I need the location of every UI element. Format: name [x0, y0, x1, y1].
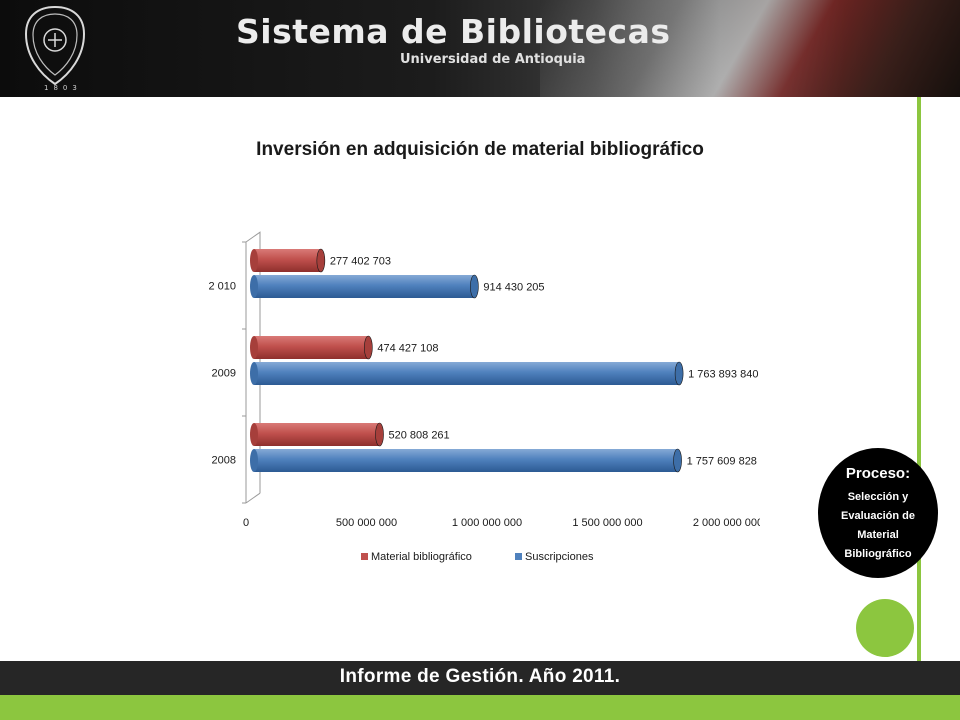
- bar-suscripciones: [254, 449, 678, 472]
- banner-photo: [540, 0, 960, 97]
- banner-title: Sistema de Bibliotecas: [236, 12, 671, 51]
- legend-swatch: [515, 553, 522, 560]
- process-line-3: Material: [857, 529, 899, 541]
- bar-data-label: 1 763 893 840: [688, 369, 758, 381]
- bar-chart: 0 500 000 000 1 000 000 000 1 500 000 000 2 …: [208, 231, 760, 563]
- bar-material: [254, 423, 380, 446]
- bar-material: [254, 336, 369, 359]
- bar-data-label: 914 430 205: [483, 282, 544, 294]
- process-line-4: Bibliográfico: [844, 548, 912, 560]
- x-tick-label: 1 500 000 000: [572, 517, 642, 529]
- bar-data-label: 277 402 703: [330, 256, 391, 268]
- legend-label: Material bibliográfico: [371, 551, 472, 563]
- bar-data-label: 474 427 108: [377, 343, 438, 355]
- university-crest-icon: [24, 5, 86, 86]
- bar-suscripciones: [254, 362, 680, 385]
- bar-start-cap: [250, 275, 258, 298]
- footer: Informe de Gestión. Año 2011.: [0, 661, 960, 695]
- banner-subtitle: Universidad de Antioquia: [400, 52, 586, 67]
- crest-year: 1803: [44, 84, 82, 92]
- bar-end-cap: [316, 248, 326, 273]
- process-title: Proceso:: [845, 465, 911, 482]
- x-tick-label: 1 000 000 000: [452, 517, 522, 529]
- legend-swatch: [361, 553, 368, 560]
- bar-start-cap: [250, 362, 258, 385]
- bar-end-cap: [364, 335, 373, 360]
- bar-start-cap: [250, 423, 258, 446]
- floor-edge: [245, 492, 261, 504]
- bar-end-cap: [674, 361, 684, 386]
- process-line-1: Selección y: [847, 491, 909, 503]
- bar-start-cap: [250, 336, 258, 359]
- x-tick-label: 0: [243, 517, 249, 529]
- accent-rule: [917, 97, 921, 661]
- chart-title: Inversión en adquisición de material bib…: [256, 139, 704, 160]
- footer-accent-bar: [0, 695, 960, 720]
- process-badge: Proceso: Selección y Evaluación de Mater…: [818, 448, 938, 578]
- green-dot-decoration: [856, 599, 914, 657]
- bar-end-cap: [673, 448, 682, 473]
- header-banner: 1803 Sistema de Bibliotecas Universidad …: [0, 0, 960, 97]
- bar-end-cap: [470, 274, 479, 299]
- bar-end-cap: [375, 422, 384, 447]
- process-line-2: Evaluación de: [841, 510, 915, 522]
- footer-title: Informe de Gestión. Año 2011.: [339, 666, 621, 687]
- plot-back-wall: [245, 231, 261, 494]
- bar-suscripciones: [254, 275, 475, 298]
- legend-label: Suscripciones: [525, 551, 594, 563]
- x-tick-label: 500 000 000: [336, 517, 397, 529]
- bar-start-cap: [250, 449, 258, 472]
- bar-data-label: 1 757 609 828: [687, 456, 757, 468]
- bar-material: [254, 249, 321, 272]
- y-category-label: 2009: [212, 368, 236, 380]
- bar-start-cap: [250, 249, 258, 272]
- x-tick-label: 2 000 000 000: [693, 517, 760, 529]
- y-category-label: 2008: [212, 455, 236, 467]
- bar-data-label: 520 808 261: [389, 430, 450, 442]
- y-category-label: 2 010: [208, 281, 236, 293]
